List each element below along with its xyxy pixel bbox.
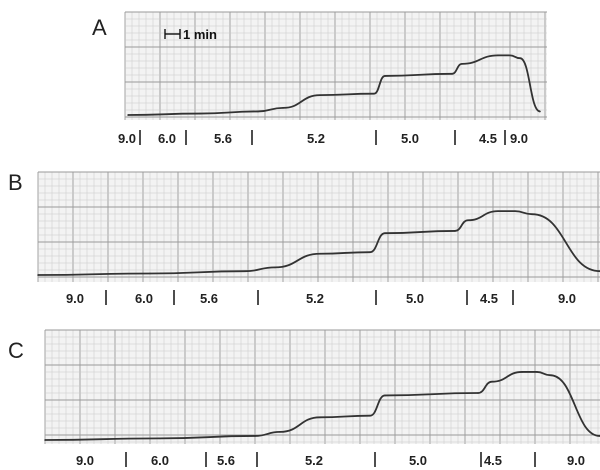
trace-point (384, 394, 386, 397)
trace-point (44, 439, 46, 441)
ph-label: 9.0 (510, 131, 528, 146)
ph-label: 5.6 (200, 291, 218, 306)
grid-paper (37, 171, 600, 282)
grid-paper (124, 11, 547, 120)
ph-label: 6.0 (151, 453, 169, 468)
trace-point (159, 437, 161, 440)
time-scale-bar: 1 min (164, 27, 217, 42)
chart-panel-A: A 9.0 6.0 5.6 5.2 5.0 4.5 9.0 1 min (92, 11, 547, 146)
trace-point (199, 112, 201, 115)
trace-point (319, 94, 321, 96)
ph-label: 5.0 (401, 131, 419, 146)
ph-label: 5.2 (306, 291, 324, 306)
trace-point (37, 274, 39, 276)
panel-label-B: B (8, 170, 23, 195)
trace-point (514, 210, 516, 212)
ph-label: 5.6 (217, 453, 235, 468)
ph-label: 9.0 (76, 453, 94, 468)
grid-background (45, 330, 600, 444)
trace-point (274, 266, 276, 269)
trace-point (244, 270, 246, 273)
trace-point (521, 371, 523, 373)
ph-label: 6.0 (135, 291, 153, 306)
ph-label: 9.0 (66, 291, 84, 306)
ph-label: 4.5 (480, 291, 498, 306)
grid-background (38, 172, 600, 282)
trace-point (369, 414, 371, 417)
chart-panel-C: C 9.0 6.0 5.6 5.2 5.0 4.5 9.0 (8, 329, 600, 468)
ph-label: 5.2 (305, 453, 323, 468)
trace-point (509, 54, 511, 57)
trace-point (369, 251, 371, 253)
trace-point (519, 57, 521, 59)
trace-point (451, 73, 453, 75)
trace-point (497, 54, 499, 57)
trace-point (319, 252, 321, 255)
ph-label: 6.0 (158, 131, 176, 146)
trace-point (531, 213, 533, 215)
ph-label: 4.5 (479, 131, 497, 146)
trace-point (461, 63, 463, 65)
trace-point (467, 219, 469, 222)
trace-point (257, 110, 259, 113)
trace-point (254, 435, 256, 437)
trace-point (149, 272, 151, 275)
trace-point (539, 110, 541, 113)
trace-point (497, 210, 499, 212)
trace-point (384, 75, 386, 77)
trace-point (279, 431, 281, 433)
ph-label: 4.5 (484, 453, 502, 468)
trace-point (373, 92, 375, 95)
trace-point (282, 107, 284, 109)
trace-point (127, 114, 129, 116)
trace-point (536, 371, 538, 373)
grid-paper (44, 329, 600, 444)
panel-label-C: C (8, 338, 24, 363)
trace-point (491, 380, 493, 383)
chart-panel-B: B 9.0 6.0 5.6 5.2 5.0 4.5 9.0 (8, 170, 600, 306)
trace-point (454, 230, 456, 232)
ph-label: 9.0 (558, 291, 576, 306)
ph-label: 9.0 (567, 453, 585, 468)
trace-point (319, 416, 321, 419)
trace-point (549, 374, 551, 377)
scale-bar-label: 1 min (183, 27, 217, 42)
ph-label: 5.0 (406, 291, 424, 306)
panel-label-A: A (92, 15, 107, 40)
ph-label: 9.0 (118, 131, 136, 146)
ph-label: 5.0 (409, 453, 427, 468)
trace-point (384, 232, 386, 234)
ph-label: 5.2 (307, 131, 325, 146)
ph-label: 5.6 (214, 131, 232, 146)
trace-point (477, 392, 479, 394)
